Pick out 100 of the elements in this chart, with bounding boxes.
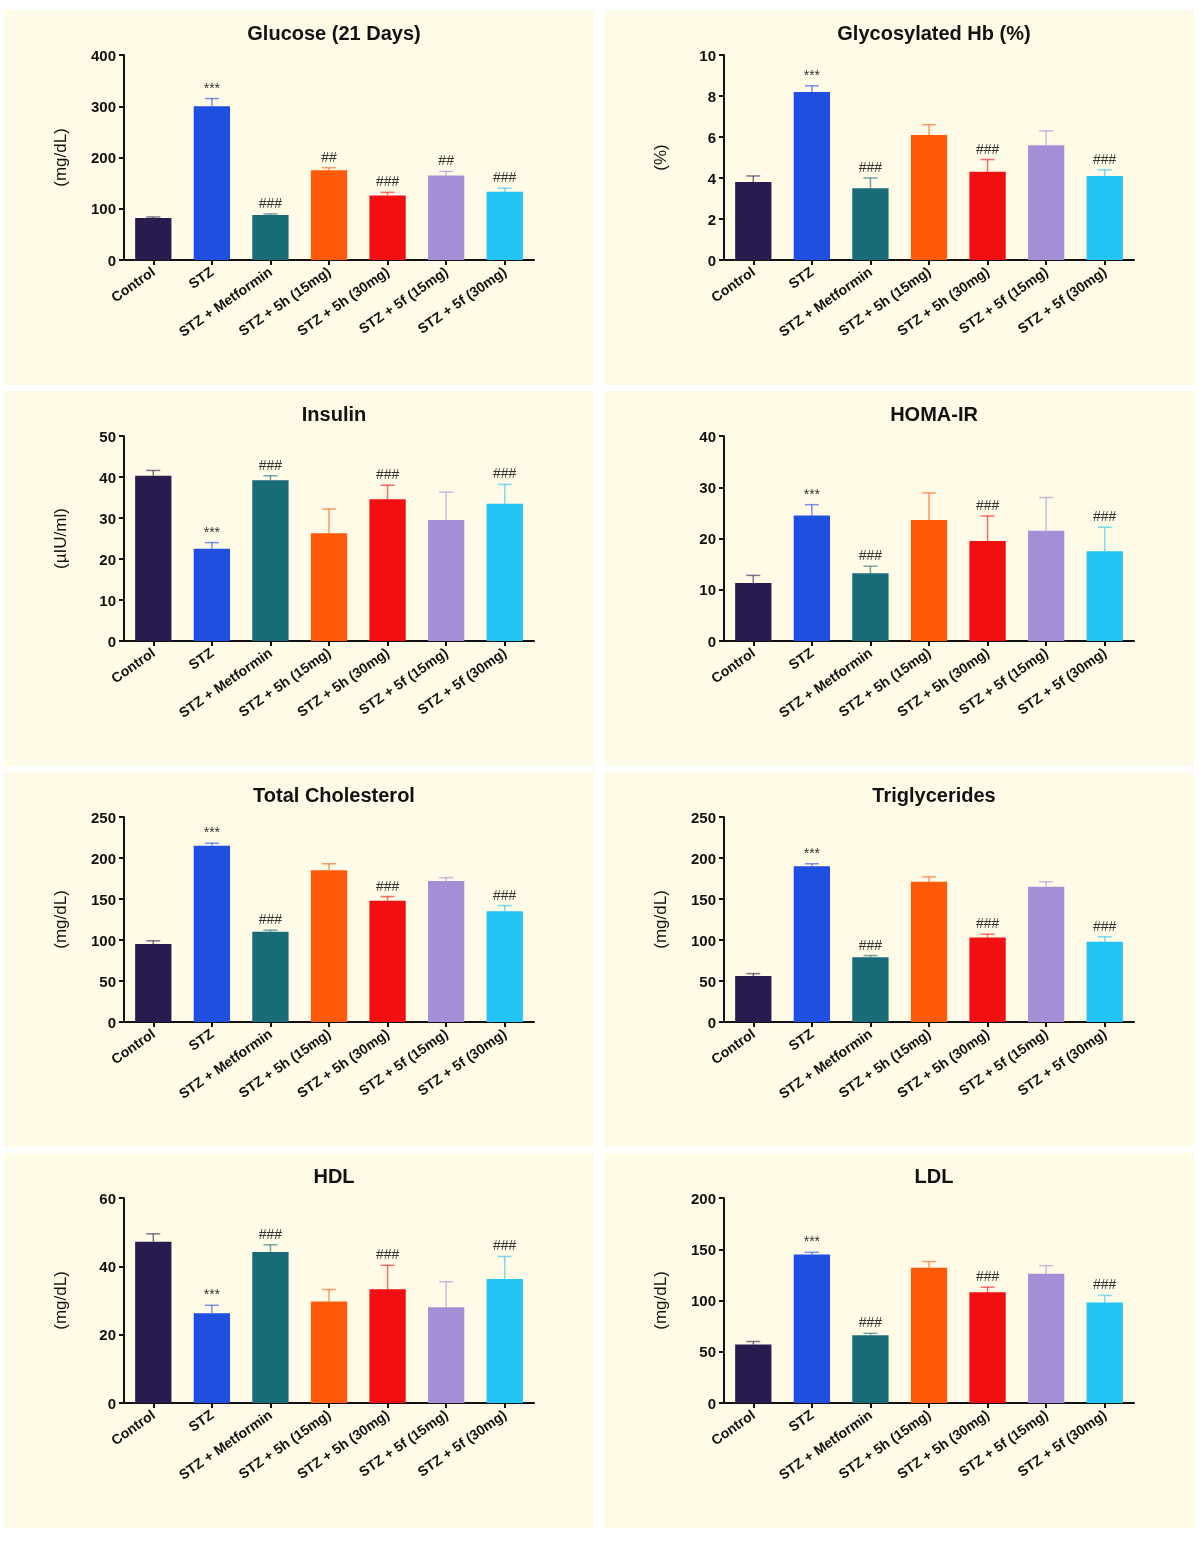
annotation: *** <box>803 66 821 83</box>
y-tick-label: 2 <box>707 210 716 228</box>
bar <box>252 1251 289 1403</box>
y-tick-label: 40 <box>699 427 716 445</box>
annotation: *** <box>803 485 821 502</box>
chart-title: Insulin <box>301 403 367 425</box>
bar <box>252 480 289 641</box>
annotation: ### <box>975 140 1000 157</box>
bar <box>793 515 831 641</box>
y-tick-label: 150 <box>90 890 116 908</box>
bar <box>135 217 172 260</box>
bar <box>135 944 172 1022</box>
annotation: *** <box>203 1286 221 1303</box>
bar <box>793 91 831 260</box>
bar <box>1027 145 1065 260</box>
annotation: *** <box>203 523 221 540</box>
bar <box>486 1278 523 1403</box>
bar <box>486 911 523 1022</box>
bar <box>369 195 406 260</box>
y-tick-label: 100 <box>90 200 116 218</box>
y-tick-label: 60 <box>99 1189 116 1207</box>
annotation: ### <box>258 911 283 928</box>
bar <box>369 1289 406 1403</box>
y-tick-label: 100 <box>690 1292 716 1309</box>
y-tick-label: 20 <box>99 550 116 568</box>
bar <box>486 503 523 641</box>
bar <box>852 1335 889 1403</box>
y-tick-label: 40 <box>99 468 116 486</box>
annotation: ### <box>1093 508 1117 525</box>
annotation: *** <box>803 1233 821 1250</box>
bar <box>735 182 772 260</box>
y-tick-label: 150 <box>690 890 716 908</box>
bar <box>852 188 889 260</box>
annotation: ### <box>375 173 400 190</box>
bar <box>1086 941 1123 1022</box>
y-tick-label: 0 <box>707 632 716 650</box>
x-tick-label: STZ <box>785 1406 817 1435</box>
y-tick-label: 100 <box>690 931 716 949</box>
annotation: ### <box>1093 150 1117 167</box>
x-tick-label: STZ <box>785 263 817 292</box>
x-tick-label: STZ <box>185 1025 217 1054</box>
y-tick-label: 300 <box>90 97 116 115</box>
bar <box>852 573 889 641</box>
bar <box>969 937 1006 1022</box>
annotation: ## <box>321 148 337 165</box>
bar <box>427 1307 465 1403</box>
y-tick-label: 0 <box>107 251 116 269</box>
bar <box>193 548 231 641</box>
y-tick-label: 50 <box>699 972 716 990</box>
y-tick-label: 200 <box>690 1189 716 1207</box>
chart-title: Triglycerides <box>872 784 996 806</box>
bar <box>193 1313 231 1403</box>
chart-title: LDL <box>914 1165 954 1187</box>
bar <box>252 931 289 1022</box>
y-tick-label: 150 <box>690 1240 716 1258</box>
bar <box>369 499 406 641</box>
chart-title: Glycosylated Hb (%) <box>837 22 1031 44</box>
bar <box>1086 551 1123 641</box>
annotation: ### <box>258 194 283 211</box>
bar <box>910 1267 948 1403</box>
annotation: ### <box>858 1314 883 1331</box>
bar <box>910 520 948 641</box>
bar <box>193 106 231 260</box>
annotation: *** <box>203 79 221 96</box>
x-tick-label: STZ <box>785 644 817 673</box>
y-axis-title: (mg/dL) <box>51 1271 70 1330</box>
y-tick-label: 250 <box>90 808 116 826</box>
bar <box>735 583 772 641</box>
y-tick-label: 10 <box>699 46 716 64</box>
y-tick-label: 0 <box>707 251 716 269</box>
annotation: ### <box>375 466 400 483</box>
y-tick-label: 20 <box>699 530 716 547</box>
x-tick-label: STZ <box>185 644 217 673</box>
bar <box>369 900 406 1022</box>
bar <box>910 134 948 260</box>
annotation: ### <box>975 496 1000 513</box>
bar <box>486 191 523 260</box>
bar <box>969 171 1006 260</box>
annotation: ### <box>493 465 517 482</box>
y-tick-label: 0 <box>107 1394 116 1412</box>
y-tick-label: 50 <box>99 972 116 990</box>
bar <box>1086 1302 1123 1403</box>
x-tick-label: STZ <box>185 1406 217 1435</box>
annotation: ### <box>493 1237 517 1254</box>
annotation: ### <box>375 877 400 894</box>
annotation: ### <box>493 169 517 186</box>
chart-title: Glucose (21 Days) <box>247 22 421 44</box>
bar <box>1027 886 1065 1022</box>
y-tick-label: 200 <box>690 849 716 867</box>
y-tick-label: 200 <box>90 149 116 166</box>
chart-title: HOMA-IR <box>890 403 979 425</box>
y-axis-title: (mg/dL) <box>51 128 70 187</box>
annotation: ### <box>258 1225 283 1242</box>
y-tick-label: 0 <box>707 1013 716 1031</box>
y-axis-title: (%) <box>651 144 670 171</box>
y-tick-label: 4 <box>707 169 717 187</box>
y-tick-label: 200 <box>90 849 116 867</box>
y-tick-label: 0 <box>107 1013 116 1031</box>
bar <box>427 520 465 641</box>
bar <box>969 541 1006 641</box>
